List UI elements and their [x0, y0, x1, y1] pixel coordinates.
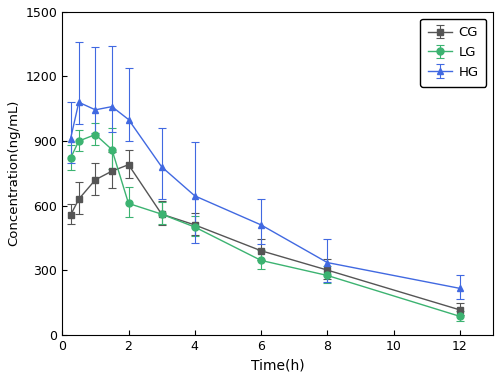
Y-axis label: Concentration(ng/mL): Concentration(ng/mL): [7, 100, 20, 246]
Legend: CG, LG, HG: CG, LG, HG: [420, 19, 486, 86]
X-axis label: Time(h): Time(h): [251, 358, 304, 372]
